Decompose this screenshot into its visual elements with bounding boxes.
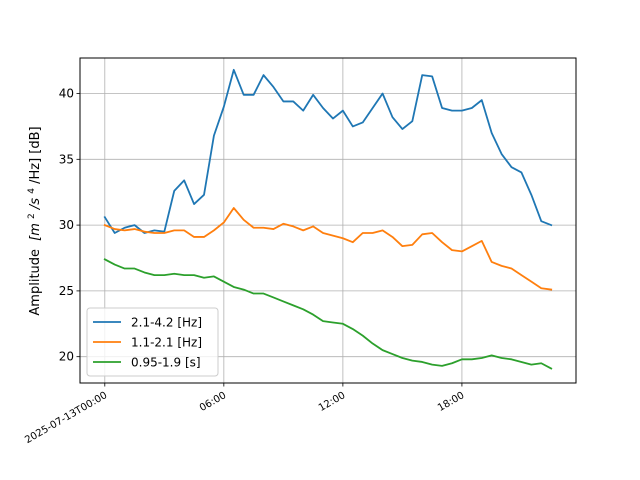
y-axis-label: Amplitude [m 2 /s 4 /Hz] [dB] bbox=[23, 126, 43, 315]
y-axis-label-unit-suffix: /Hz] [dB] bbox=[28, 126, 43, 184]
y-tick-label: 35 bbox=[59, 152, 74, 166]
y-tick-label: 40 bbox=[59, 87, 74, 101]
y-axis-label-unit-sup1: 2 bbox=[27, 213, 37, 219]
y-axis-label-unit-prefix: [m bbox=[28, 223, 43, 241]
y-axis-label-text: Amplitude bbox=[28, 249, 43, 316]
legend-label-1: 1.1-2.1 [Hz] bbox=[131, 336, 202, 350]
y-axis-label-unit-sup2: 4 bbox=[27, 188, 37, 194]
y-tick-label: 20 bbox=[59, 350, 74, 364]
plot-frame bbox=[79, 57, 577, 384]
legend-label-2: 0.95-1.9 [s] bbox=[131, 356, 201, 370]
y-axis-label-unit-mid: /s bbox=[28, 198, 43, 210]
series-lines bbox=[103, 68, 553, 370]
legend: 2.1-4.2 [Hz] 1.1-2.1 [Hz] 0.95-1.9 [s] bbox=[86, 307, 219, 377]
legend-label-0: 2.1-4.2 [Hz] bbox=[131, 316, 202, 330]
y-tick-label: 25 bbox=[59, 284, 74, 298]
y-tick-label: 30 bbox=[59, 218, 74, 232]
series-line-0 bbox=[103, 68, 553, 234]
series-line-1 bbox=[103, 207, 553, 291]
series-line-2 bbox=[103, 258, 553, 370]
legend-box bbox=[86, 307, 219, 377]
